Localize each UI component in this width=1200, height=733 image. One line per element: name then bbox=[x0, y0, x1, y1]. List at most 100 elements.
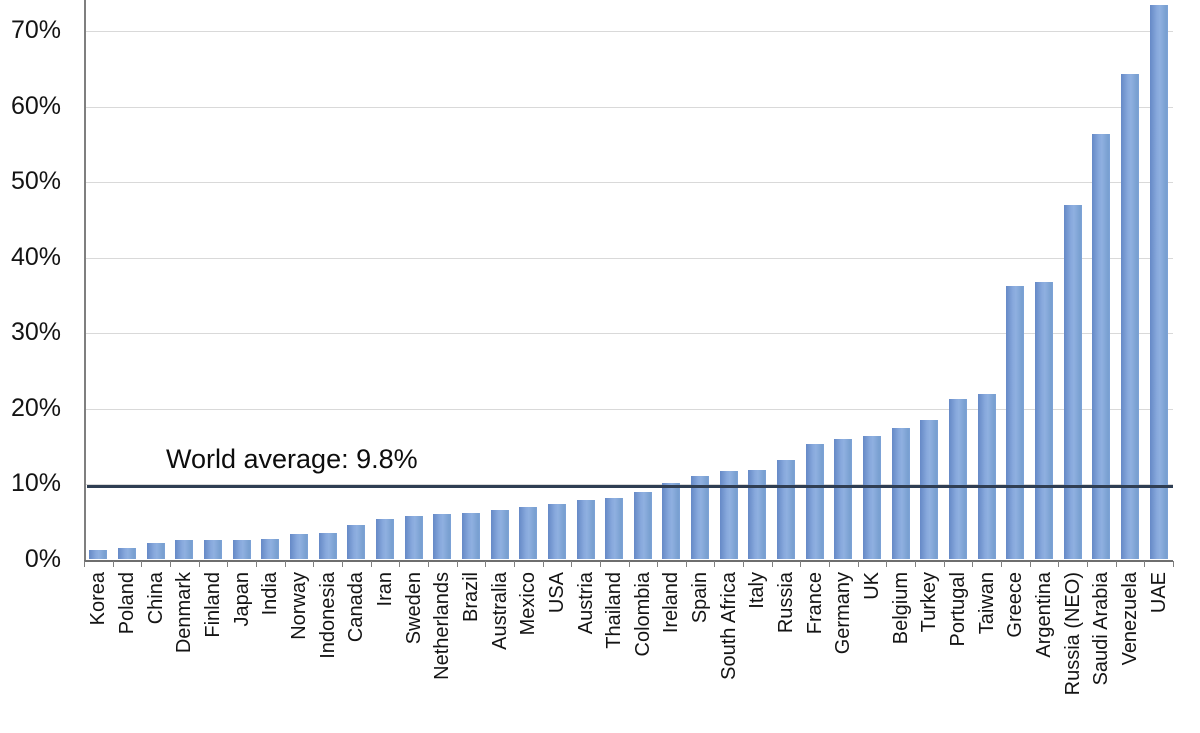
bar-korea bbox=[89, 550, 108, 560]
x-tick-label-korea: Korea bbox=[87, 572, 110, 626]
x-tick-label-usa: USA bbox=[545, 572, 568, 614]
x-tick-label-portugal: Portugal bbox=[947, 572, 970, 647]
bar-china bbox=[146, 542, 165, 560]
bar-usa bbox=[547, 504, 566, 560]
x-axis-tick bbox=[599, 560, 601, 567]
x-tick-label-sweden: Sweden bbox=[402, 572, 425, 645]
bar-spain bbox=[691, 475, 710, 560]
x-axis-tick bbox=[743, 560, 745, 567]
x-axis-tick bbox=[198, 560, 200, 567]
y-tick-label-10: 10% bbox=[10, 469, 61, 497]
bar-uae bbox=[1149, 4, 1168, 560]
bar-colombia bbox=[633, 491, 652, 560]
x-axis-tick bbox=[714, 560, 716, 567]
x-tick-label-thailand: Thailand bbox=[603, 572, 626, 649]
x-axis-tick bbox=[456, 560, 458, 567]
x-axis-tick bbox=[1173, 560, 1174, 567]
x-axis-tick bbox=[341, 560, 343, 567]
x-axis-tick bbox=[169, 560, 171, 567]
x-tick-label-canada: Canada bbox=[345, 572, 368, 643]
x-tick-label-turkey: Turkey bbox=[918, 572, 941, 633]
x-tick-label-poland: Poland bbox=[116, 572, 138, 635]
x-tick-label-spain: Spain bbox=[689, 572, 712, 624]
bar-indonesia bbox=[318, 533, 337, 560]
x-tick-label-argentina: Argentina bbox=[1033, 572, 1056, 658]
x-tick-label-italy: Italy bbox=[746, 572, 769, 609]
bar-mexico bbox=[519, 506, 538, 560]
bar-turkey bbox=[920, 419, 939, 560]
bar-sweden bbox=[404, 515, 423, 560]
bar-japan bbox=[232, 539, 251, 560]
x-axis-tick bbox=[227, 560, 229, 567]
x-tick-label-russia-neo-: Russia (NEO) bbox=[1061, 572, 1084, 696]
bar-italy bbox=[748, 469, 767, 560]
x-tick-label-austria: Austria bbox=[574, 572, 597, 635]
x-axis-tick bbox=[313, 560, 315, 567]
bar-france bbox=[805, 443, 824, 560]
x-tick-label-norway: Norway bbox=[287, 572, 310, 640]
x-tick-label-denmark: Denmark bbox=[173, 572, 196, 654]
x-tick-label-france: France bbox=[803, 572, 826, 635]
x-axis-tick bbox=[829, 560, 831, 567]
bar-denmark bbox=[175, 539, 194, 560]
x-tick-label-ireland: Ireland bbox=[660, 572, 683, 634]
y-axis-line bbox=[84, 0, 86, 562]
y-tick-label-40: 40% bbox=[10, 242, 61, 271]
x-axis-tick bbox=[886, 560, 888, 567]
gridline-30 bbox=[84, 333, 1173, 334]
bar-germany bbox=[834, 438, 853, 560]
x-tick-label-indonesia: Indonesia bbox=[316, 572, 339, 659]
x-axis-tick bbox=[370, 560, 372, 567]
x-tick-label-germany: Germany bbox=[832, 572, 855, 655]
x-axis-tick bbox=[485, 560, 487, 567]
y-tick-label-0: 0% bbox=[24, 544, 61, 573]
y-tick-label-60: 60% bbox=[10, 91, 61, 120]
bar-thailand bbox=[605, 498, 624, 560]
x-tick-label-uae: UAE bbox=[1147, 572, 1170, 614]
x-axis-tick bbox=[943, 560, 945, 567]
bar-australia bbox=[490, 509, 509, 560]
bar-austria bbox=[576, 499, 595, 560]
bar-iran bbox=[375, 518, 394, 560]
x-axis-tick bbox=[800, 560, 802, 567]
gridline-60 bbox=[84, 106, 1173, 108]
bar-norway bbox=[289, 533, 308, 560]
x-axis-tick bbox=[1144, 560, 1146, 567]
x-tick-label-greece: Greece bbox=[1004, 572, 1027, 638]
bar-saudi-arabia bbox=[1092, 133, 1111, 560]
gridline-40 bbox=[84, 257, 1173, 259]
x-axis-tick bbox=[685, 560, 687, 567]
y-tick-label-50: 50% bbox=[10, 167, 61, 195]
x-tick-label-australia: Australia bbox=[488, 572, 511, 650]
x-tick-label-india: India bbox=[259, 572, 282, 616]
bar-ireland bbox=[662, 483, 681, 560]
gridline-70 bbox=[84, 31, 1173, 32]
x-axis-tick bbox=[915, 560, 917, 567]
bar-india bbox=[261, 539, 280, 560]
bar-canada bbox=[347, 524, 366, 560]
x-axis-tick bbox=[399, 560, 401, 567]
y-tick-label-20: 20% bbox=[10, 393, 61, 422]
x-tick-label-mexico: Mexico bbox=[517, 572, 540, 636]
x-axis-tick bbox=[513, 560, 515, 567]
x-tick-label-japan: Japan bbox=[230, 572, 253, 627]
y-tick-label-30: 30% bbox=[10, 318, 61, 346]
x-axis-tick bbox=[255, 560, 257, 567]
bar-russia bbox=[777, 459, 796, 560]
bar-netherlands bbox=[433, 514, 452, 560]
x-axis-tick bbox=[628, 560, 630, 567]
x-axis-tick bbox=[1029, 560, 1031, 567]
bar-belgium bbox=[891, 428, 910, 560]
x-tick-label-taiwan: Taiwan bbox=[975, 572, 998, 635]
x-tick-label-russia: Russia bbox=[775, 572, 798, 634]
bar-uk bbox=[863, 436, 882, 560]
bar-portugal bbox=[949, 399, 968, 560]
x-axis-tick bbox=[427, 560, 429, 567]
x-axis-tick bbox=[972, 560, 974, 567]
x-axis-tick bbox=[1058, 560, 1060, 567]
x-axis-tick bbox=[112, 560, 114, 567]
bar-greece bbox=[1006, 286, 1025, 560]
x-tick-label-colombia: Colombia bbox=[631, 572, 654, 657]
x-tick-label-iran: Iran bbox=[373, 572, 396, 607]
